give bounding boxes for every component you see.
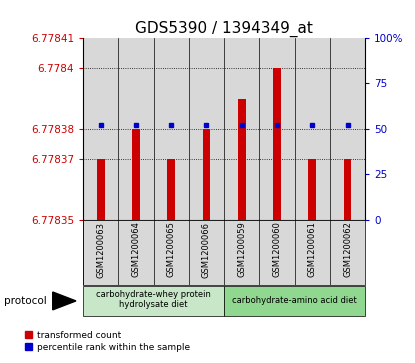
Text: GSM1200063: GSM1200063 <box>96 221 105 278</box>
Bar <box>189 38 224 220</box>
Bar <box>308 159 316 220</box>
Bar <box>154 38 189 220</box>
Text: GSM1200064: GSM1200064 <box>132 221 140 277</box>
Title: GDS5390 / 1394349_at: GDS5390 / 1394349_at <box>135 21 313 37</box>
Bar <box>97 159 105 220</box>
Text: GSM1200061: GSM1200061 <box>308 221 317 277</box>
Bar <box>167 159 175 220</box>
Bar <box>295 38 330 220</box>
Text: carbohydrate-amino acid diet: carbohydrate-amino acid diet <box>232 297 357 305</box>
Text: carbohydrate-whey protein
hydrolysate diet: carbohydrate-whey protein hydrolysate di… <box>96 290 211 309</box>
Text: GSM1200062: GSM1200062 <box>343 221 352 277</box>
Bar <box>224 286 365 316</box>
Polygon shape <box>53 292 76 310</box>
Text: GSM1200065: GSM1200065 <box>167 221 176 277</box>
Bar <box>238 99 246 220</box>
Text: protocol: protocol <box>4 296 47 306</box>
Text: GSM1200059: GSM1200059 <box>237 221 246 277</box>
Text: GSM1200066: GSM1200066 <box>202 221 211 278</box>
Bar <box>330 38 365 220</box>
Text: GSM1200060: GSM1200060 <box>273 221 281 277</box>
Bar <box>259 38 295 220</box>
Legend: transformed count, percentile rank within the sample: transformed count, percentile rank withi… <box>25 331 190 352</box>
Bar <box>273 68 281 220</box>
Bar <box>344 159 352 220</box>
Bar <box>203 129 210 220</box>
Bar <box>132 129 140 220</box>
Bar <box>83 38 118 220</box>
Bar <box>224 38 259 220</box>
Bar <box>118 38 154 220</box>
Bar <box>83 286 224 316</box>
